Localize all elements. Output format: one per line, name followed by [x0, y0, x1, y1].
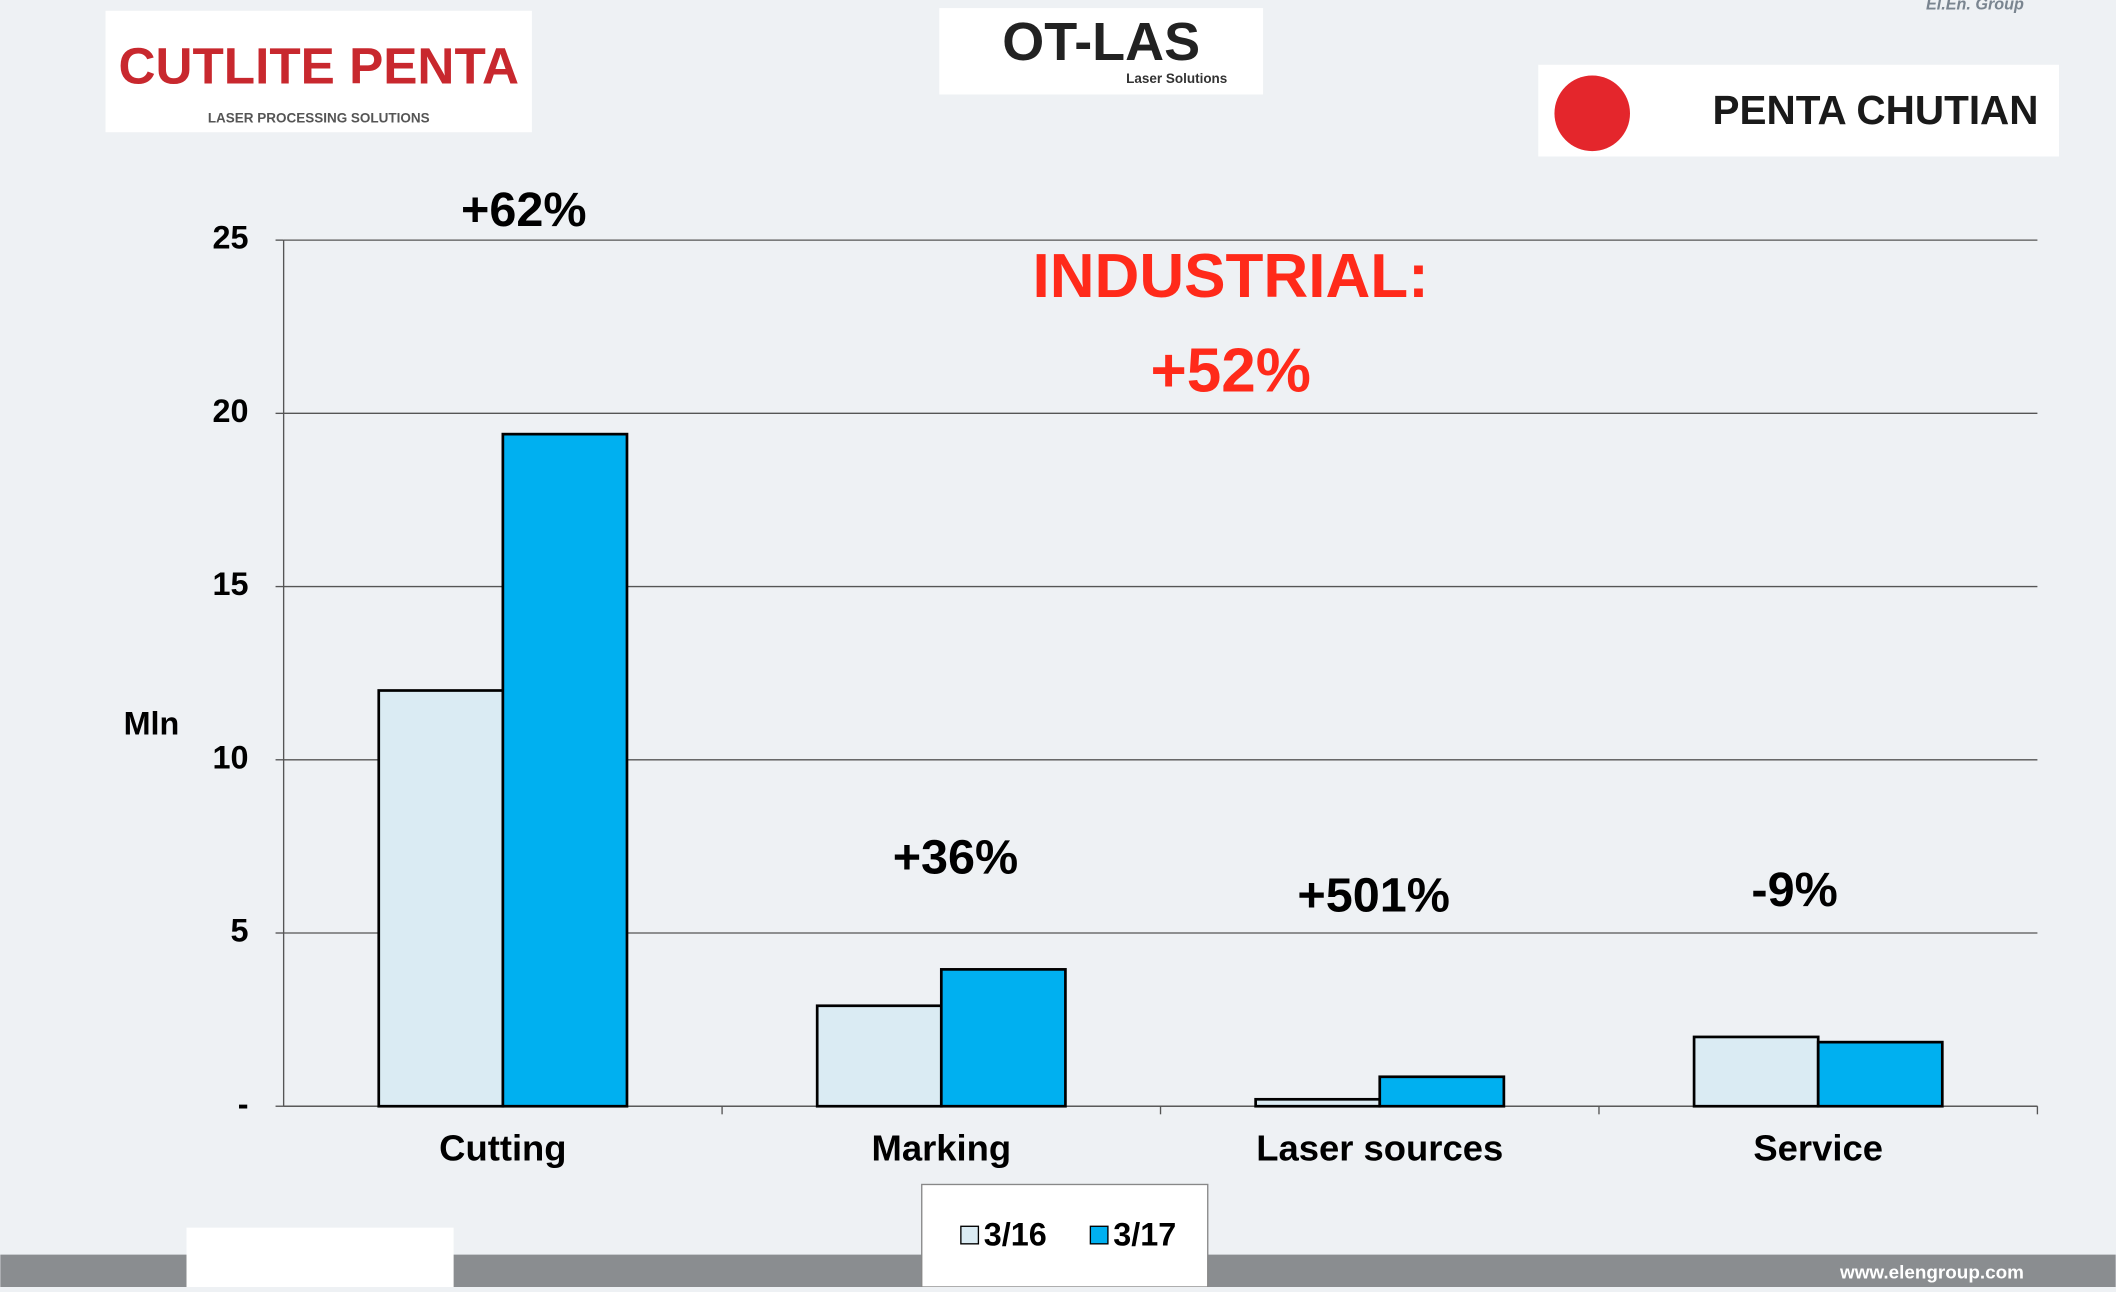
headline: +52%	[1150, 336, 1310, 405]
legend-swatch	[1090, 1226, 1108, 1244]
y-tick-label: 5	[231, 913, 249, 949]
cutlite-text: CUTLITE PENTA	[118, 38, 519, 95]
x-tick-label: Laser sources	[1256, 1127, 1503, 1168]
annotation: +501%	[1297, 868, 1450, 922]
legend-label: 3/17	[1113, 1217, 1176, 1253]
chutian-icon	[1554, 76, 1630, 152]
footer-url: www.elengroup.com	[1839, 1262, 2024, 1283]
cutlite-sub: LASER PROCESSING SOLUTIONS	[208, 110, 430, 125]
annotation: +62%	[461, 183, 587, 237]
headline: INDUSTRIAL:	[1032, 242, 1428, 311]
bar	[503, 434, 627, 1106]
y-tick-label: 20	[213, 393, 249, 429]
bar	[1380, 1077, 1504, 1106]
bar	[1256, 1099, 1380, 1106]
otlas-text: OT-LAS	[1002, 12, 1200, 72]
annotation: +36%	[893, 831, 1019, 885]
legend-swatch	[961, 1226, 979, 1244]
y-tick-label: 15	[213, 566, 249, 602]
y-axis-label: Mln	[124, 705, 180, 741]
y-tick-label: -	[238, 1086, 249, 1122]
otlas-sub: Laser Solutions	[1126, 71, 1227, 86]
bar	[1694, 1037, 1818, 1106]
y-tick-label: 25	[213, 220, 249, 256]
x-tick-label: Service	[1753, 1127, 1883, 1168]
x-tick-label: Cutting	[439, 1127, 566, 1168]
chart: www.elengroup.com El.En. Group CUTLITE P…	[0, 0, 2116, 1287]
bottom-logo	[187, 1228, 454, 1287]
bar	[379, 691, 503, 1107]
page: {"chart_data": {"type": "bar", "y_label"…	[0, 0, 2116, 1287]
group-label: El.En. Group	[1926, 0, 2024, 14]
x-tick-label: Marking	[872, 1127, 1012, 1168]
y-tick-label: 10	[213, 739, 249, 775]
annotation: -9%	[1751, 863, 1837, 917]
bar	[941, 969, 1065, 1106]
bar	[817, 1006, 941, 1106]
chutian-text: PENTA CHUTIAN	[1713, 87, 2039, 133]
bar	[1818, 1042, 1942, 1106]
legend-label: 3/16	[984, 1217, 1047, 1253]
